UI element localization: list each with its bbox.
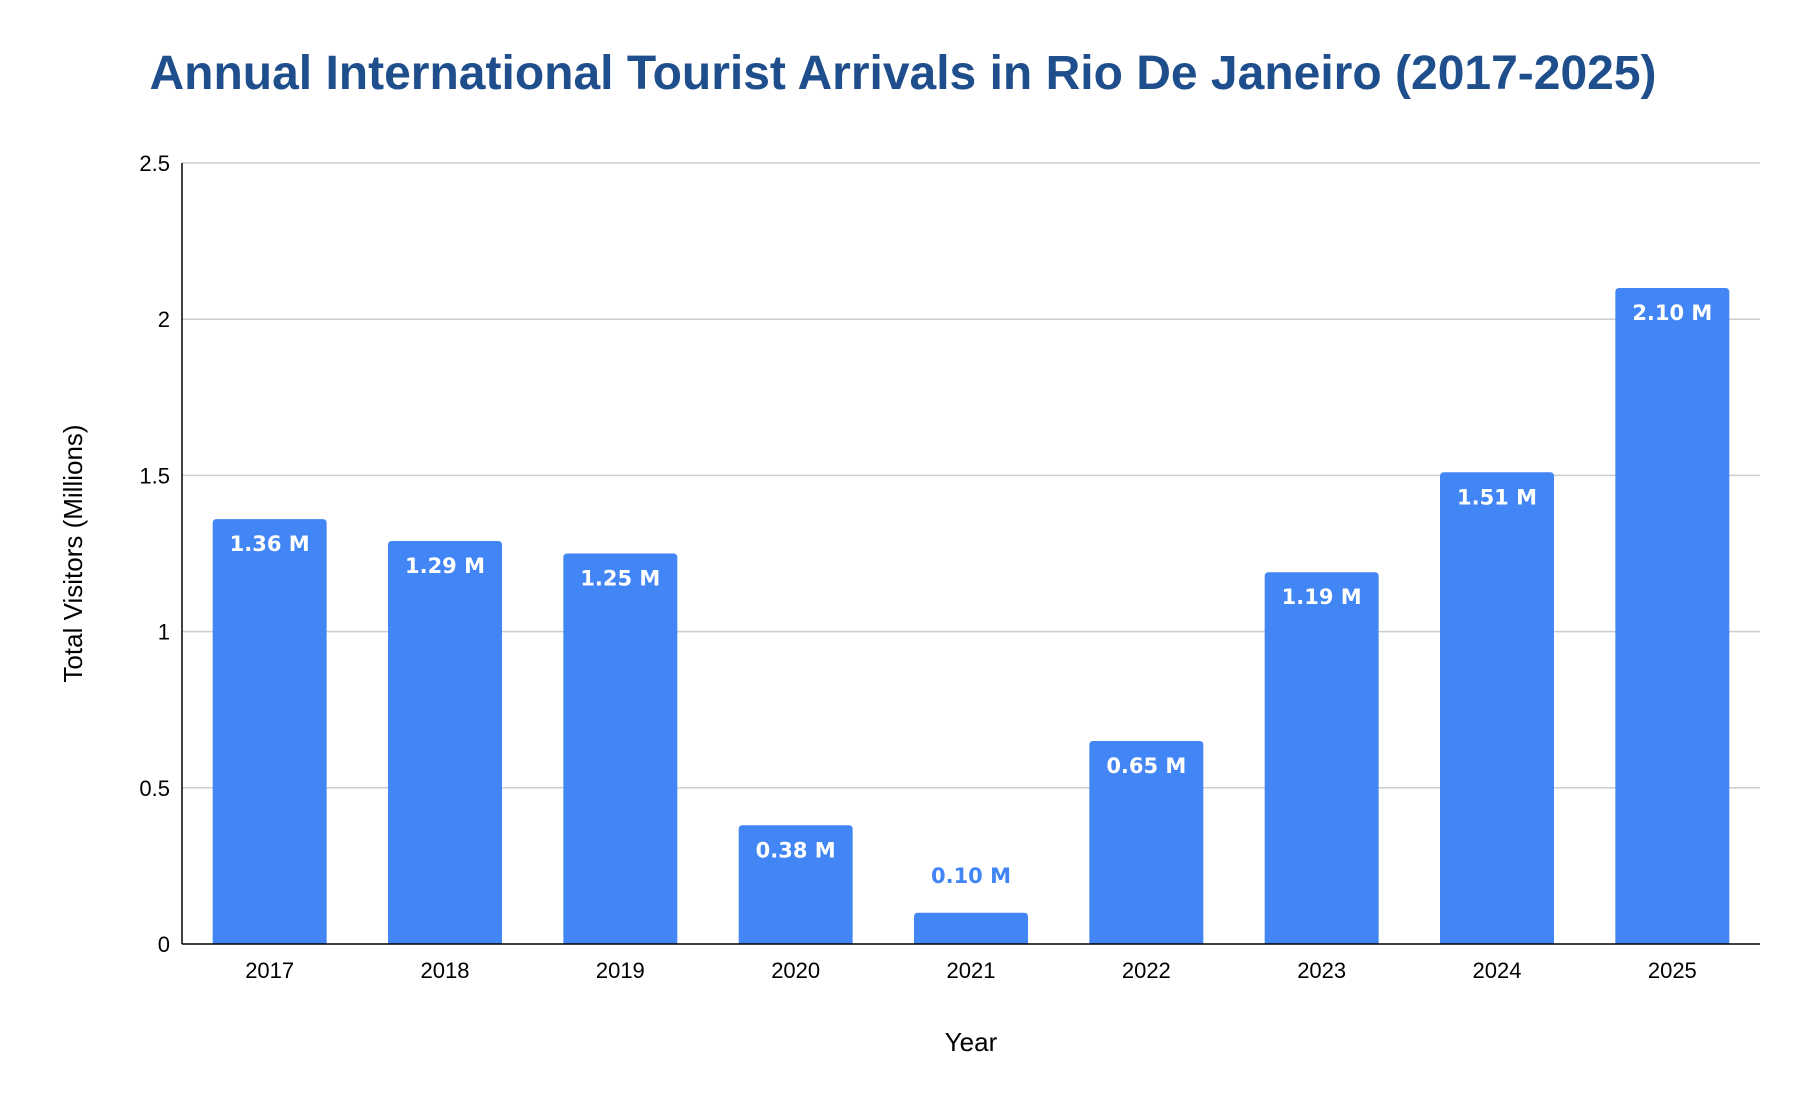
data-label: 1.19 M — [1282, 585, 1362, 609]
data-label: 1.29 M — [405, 554, 485, 578]
bar-2017 — [212, 519, 327, 944]
x-tick-label: 2018 — [421, 958, 470, 983]
labels: 0 0.5 1 1.5 2 2.5 1.36 M 2017 1.29 M 2018 1.25 M 20… — [139, 151, 1712, 983]
y-axis-title: Total Visitors (Millions) — [58, 424, 88, 682]
data-label: 2.10 M — [1632, 301, 1712, 325]
x-tick-label: 2022 — [1122, 958, 1171, 983]
axes — [181, 163, 1760, 945]
x-axis-title: Year — [945, 1027, 998, 1057]
x-tick-label: 2023 — [1297, 958, 1346, 983]
x-tick-label: 2017 — [245, 958, 294, 983]
x-tick-label: 2025 — [1648, 958, 1697, 983]
y-tick-label: 1 — [158, 620, 170, 645]
y-tick-label: 0 — [158, 932, 170, 957]
data-label: 0.65 M — [1106, 754, 1186, 778]
data-label: 0.10 M — [931, 864, 1011, 888]
chart-title: Annual International Tourist Arrivals in… — [149, 47, 1657, 100]
bar-2024 — [1440, 472, 1554, 944]
x-tick-label: 2024 — [1473, 958, 1522, 983]
bar-2021 — [914, 912, 1028, 944]
data-label: 1.25 M — [580, 567, 660, 591]
bars — [212, 287, 1730, 945]
x-tick-label: 2021 — [947, 958, 996, 983]
y-tick-label: 0.5 — [139, 776, 170, 801]
y-tick-label: 2 — [158, 307, 170, 332]
y-tick-label: 2.5 — [139, 151, 170, 176]
bar-2019 — [563, 553, 678, 944]
x-tick-label: 2019 — [596, 958, 645, 983]
bar-2020 — [738, 825, 853, 944]
x-tick-label: 2020 — [771, 958, 820, 983]
bar-2023 — [1264, 572, 1379, 944]
data-label: 1.36 M — [230, 532, 310, 556]
y-tick-label: 1.5 — [139, 463, 170, 488]
bar-2025 — [1615, 287, 1730, 945]
data-label: 0.38 M — [756, 838, 836, 862]
bar-2022 — [1089, 740, 1204, 944]
bar-2018 — [388, 541, 502, 944]
data-label: 1.51 M — [1457, 485, 1537, 509]
